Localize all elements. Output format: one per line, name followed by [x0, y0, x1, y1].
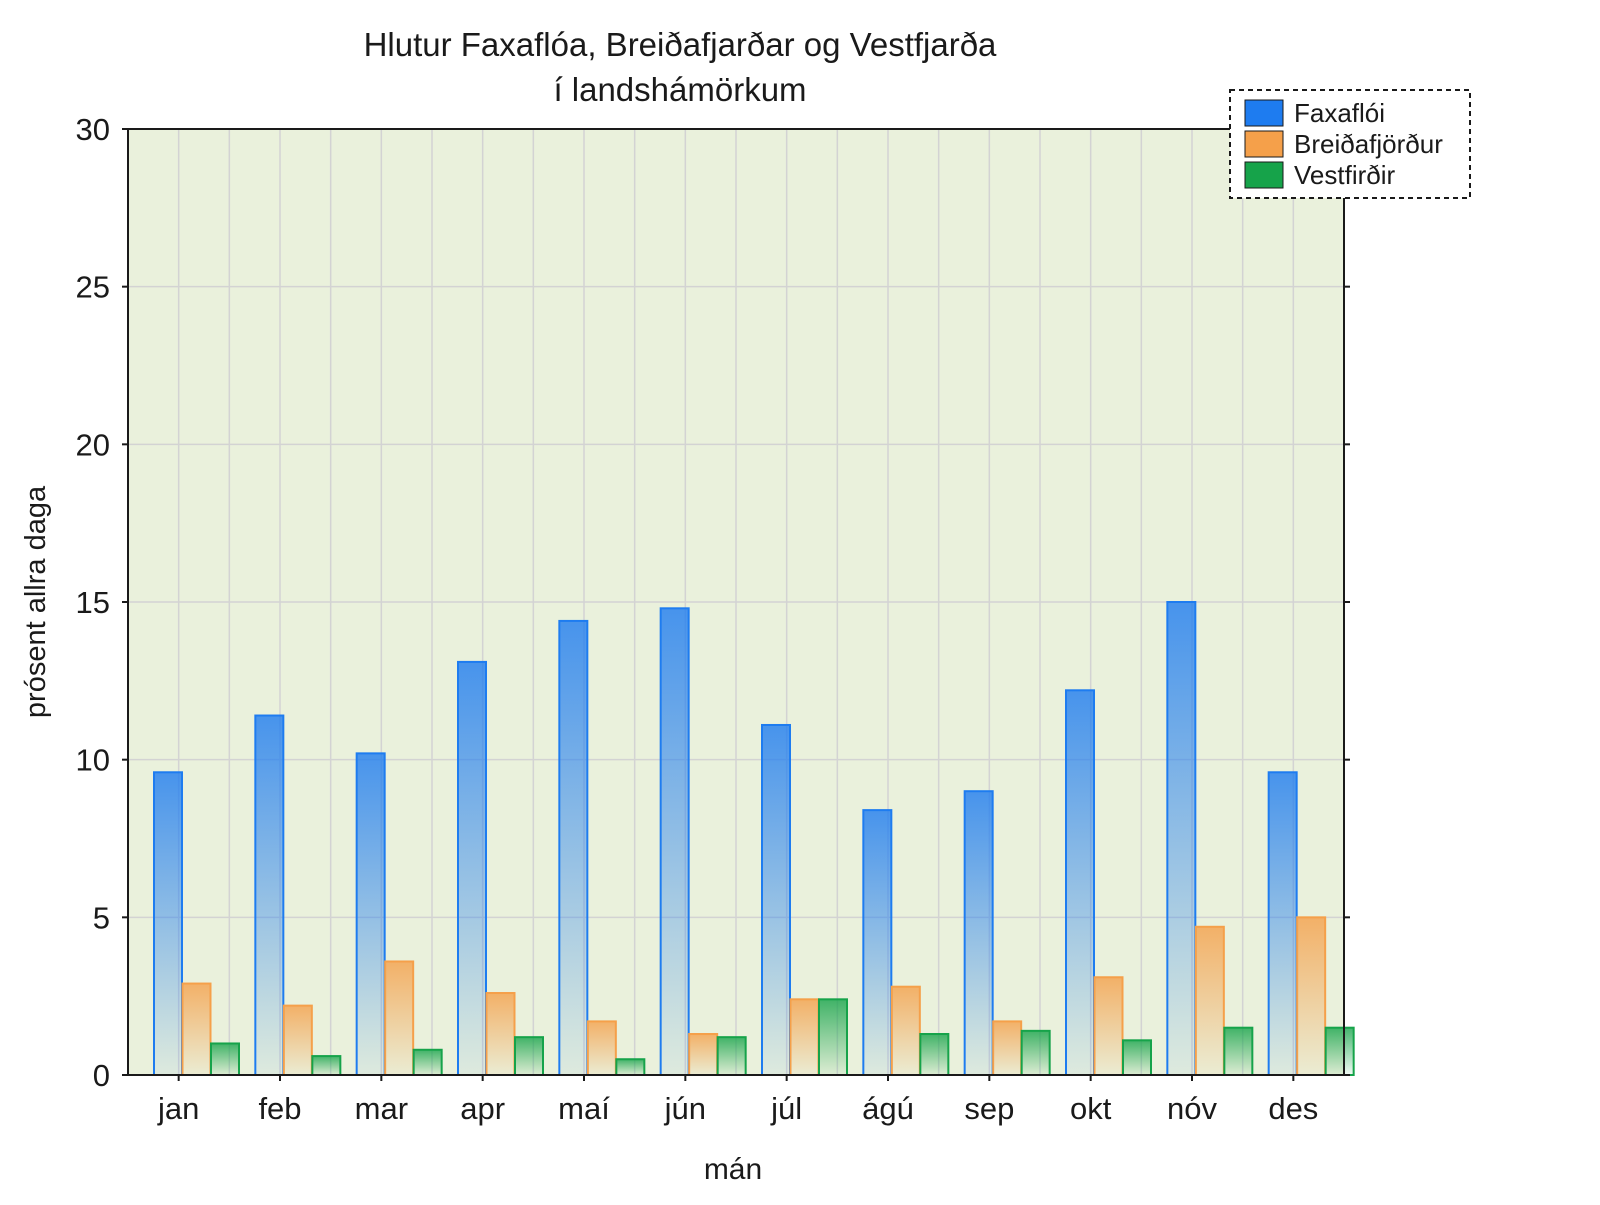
y-tick-label: 30: [76, 112, 110, 147]
legend-label: Vestfirðir: [1294, 160, 1395, 190]
bar-Faxaflói-okt: [1065, 689, 1095, 1076]
legend-swatch: [1244, 161, 1284, 189]
x-tick-label: maí: [558, 1091, 610, 1126]
bar-Breiðafjörður-sep: [992, 1020, 1023, 1076]
bar-Vestfirðir-júl: [818, 998, 848, 1077]
bar-Breiðafjörður-jan: [181, 982, 212, 1077]
bar-Vestfirðir-feb: [311, 1055, 342, 1076]
bar-Vestfirðir-mar: [412, 1048, 443, 1076]
legend-label: Breiðafjörður: [1294, 129, 1443, 159]
bar-Breiðafjörður-ágú: [890, 985, 921, 1076]
bar-Faxaflói-feb: [254, 714, 285, 1077]
x-tick-label: okt: [1070, 1091, 1112, 1126]
y-axis-label: prósent allra daga: [20, 485, 52, 718]
bar-Breiðafjörður-mar: [384, 960, 415, 1076]
x-tick-label: júl: [770, 1091, 802, 1126]
bar-Breiðafjörður-apr: [485, 992, 516, 1076]
x-tick-label: nóv: [1167, 1091, 1217, 1126]
bar-Faxaflói-des: [1267, 771, 1298, 1077]
bar-Faxaflói-jan: [153, 771, 183, 1077]
bar-Breiðafjörður-feb: [282, 1004, 313, 1076]
x-tick-label: des: [1268, 1091, 1318, 1126]
axes: 0 5 10 15 20 25 30 jan feb mar apr maí jún júl ágú sep o…: [76, 112, 1350, 1126]
bar-Faxaflói-apr: [457, 660, 487, 1076]
bars: [153, 601, 1355, 1077]
legend-swatch: [1244, 99, 1284, 127]
x-tick-label: feb: [258, 1091, 301, 1126]
bar-Faxaflói-júl: [761, 723, 791, 1076]
legend-swatch: [1244, 130, 1284, 158]
x-tick-label: apr: [460, 1091, 505, 1126]
bar-Breiðafjörður-des: [1296, 916, 1327, 1076]
bar-Breiðafjörður-okt: [1093, 976, 1124, 1076]
bar-Breiðafjörður-jún: [688, 1033, 719, 1077]
bar-Faxaflói-ágú: [862, 809, 893, 1076]
bar-Vestfirðir-sep: [1020, 1029, 1051, 1077]
bar-Faxaflói-maí: [558, 619, 589, 1076]
bar-Vestfirðir-jan: [210, 1042, 240, 1077]
x-tick-label: ágú: [862, 1091, 914, 1126]
bar-Faxaflói-mar: [355, 752, 386, 1076]
y-tick-label: 20: [76, 427, 110, 462]
bar-Faxaflói-sep: [963, 790, 994, 1076]
y-tick-label: 5: [93, 900, 110, 935]
bar-Vestfirðir-ágú: [919, 1033, 950, 1077]
y-tick-label: 25: [76, 270, 110, 305]
x-tick-label: jan: [157, 1091, 199, 1126]
bar-Vestfirðir-okt: [1122, 1039, 1152, 1077]
x-tick-label: jún: [664, 1091, 706, 1126]
bar-Vestfirðir-jún: [716, 1036, 747, 1077]
bar-Vestfirðir-des: [1324, 1026, 1355, 1076]
y-tick-label: 15: [76, 585, 110, 620]
chart-title-line-1: Hlutur Faxaflóa, Breiðafjarðar og Vestfj…: [364, 26, 997, 63]
bar-Vestfirðir-maí: [615, 1058, 646, 1076]
bar-Breiðafjörður-nóv: [1194, 925, 1225, 1076]
legend-label: Faxaflói: [1294, 98, 1385, 128]
bar-Vestfirðir-nóv: [1223, 1026, 1254, 1076]
x-axis-label: mán: [704, 1153, 762, 1186]
y-tick-label: 0: [93, 1058, 110, 1093]
bar-Faxaflói-jún: [659, 607, 690, 1076]
bar-Breiðafjörður-maí: [586, 1020, 617, 1076]
bar-Vestfirðir-apr: [514, 1036, 544, 1077]
x-tick-label: sep: [964, 1091, 1014, 1126]
bar-Faxaflói-nóv: [1166, 601, 1197, 1076]
y-tick-label: 10: [76, 743, 110, 778]
chart-title-line-2: í landshámörkum: [553, 71, 806, 108]
bar-Breiðafjörður-júl: [789, 998, 820, 1077]
x-tick-label: mar: [355, 1091, 408, 1126]
